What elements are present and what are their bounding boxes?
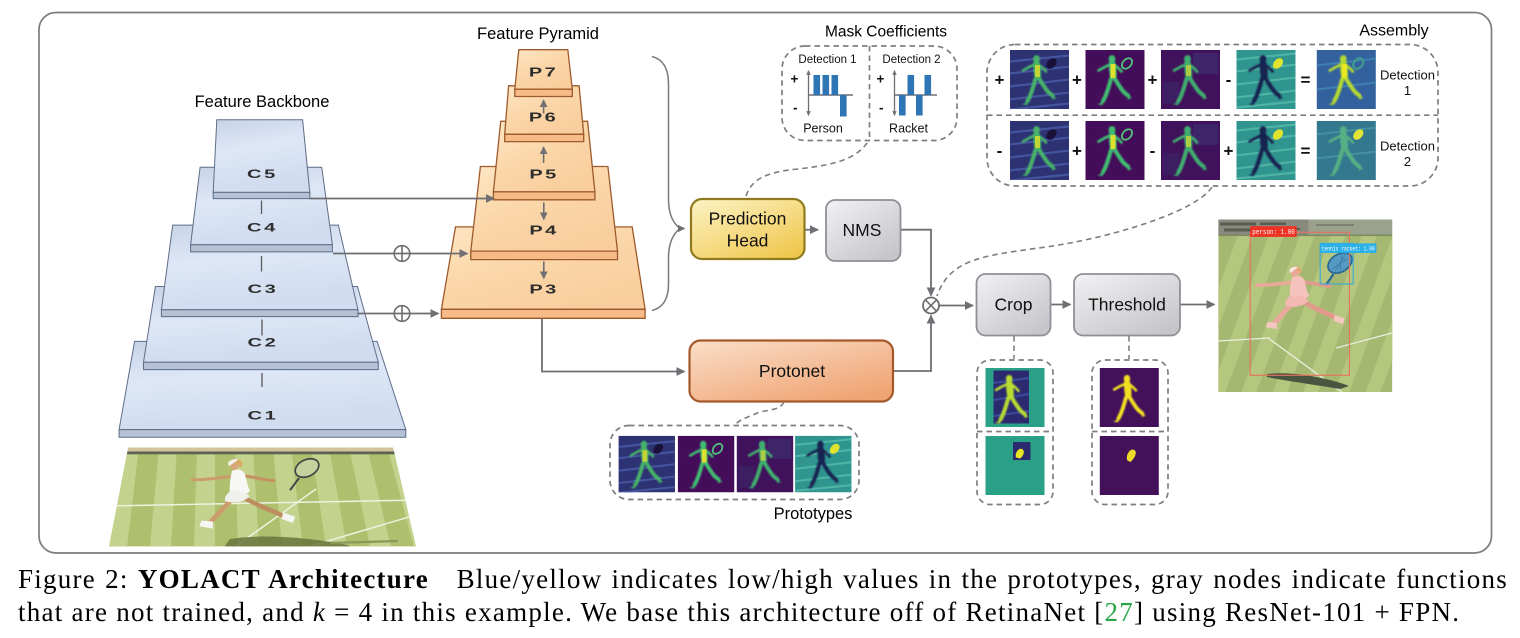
- svg-text:+: +: [1224, 142, 1234, 161]
- svg-text:+: +: [877, 72, 885, 87]
- svg-text:Prediction: Prediction: [709, 209, 787, 229]
- svg-text:+: +: [791, 72, 799, 87]
- svg-text:+: +: [1072, 71, 1082, 90]
- svg-text:Protonet: Protonet: [759, 361, 825, 381]
- svg-text:Detection: Detection: [1380, 139, 1435, 154]
- svg-text:Crop: Crop: [995, 295, 1033, 315]
- svg-text:-: -: [793, 101, 798, 116]
- svg-text:Feature Pyramid: Feature Pyramid: [477, 25, 599, 43]
- svg-text:Person: Person: [803, 122, 843, 136]
- svg-text:Feature Backbone: Feature Backbone: [195, 93, 330, 111]
- svg-text:C2: C2: [248, 337, 279, 350]
- svg-text:P7: P7: [529, 65, 558, 79]
- svg-text:Racket: Racket: [889, 122, 928, 136]
- svg-text:Assembly: Assembly: [1359, 23, 1428, 40]
- svg-text:1: 1: [1404, 83, 1411, 98]
- svg-text:C4: C4: [247, 222, 278, 235]
- svg-text:=: =: [1301, 71, 1311, 90]
- svg-text:P4: P4: [529, 223, 558, 237]
- svg-text:-: -: [997, 142, 1003, 161]
- svg-text:P6: P6: [529, 110, 558, 124]
- svg-text:P5: P5: [529, 167, 558, 181]
- svg-text:+: +: [1148, 71, 1158, 90]
- svg-text:=: =: [1301, 142, 1311, 161]
- svg-text:C5: C5: [247, 168, 278, 181]
- svg-text:-: -: [879, 101, 884, 116]
- svg-text:NMS: NMS: [843, 220, 882, 240]
- svg-text:tennis racket: 1.00: tennis racket: 1.00: [1322, 246, 1375, 254]
- svg-text:Threshold: Threshold: [1088, 295, 1166, 315]
- svg-text:P3: P3: [529, 282, 558, 296]
- svg-text:2: 2: [1404, 154, 1411, 169]
- svg-text:Prototypes: Prototypes: [774, 505, 853, 523]
- svg-text:-: -: [1150, 142, 1156, 161]
- svg-text:Head: Head: [727, 231, 769, 251]
- svg-text:-: -: [1226, 71, 1232, 90]
- svg-text:Detection 1: Detection 1: [798, 54, 856, 66]
- svg-text:Detection 2: Detection 2: [882, 54, 940, 66]
- svg-text:C1: C1: [248, 410, 279, 423]
- svg-text:+: +: [995, 71, 1005, 90]
- svg-text:+: +: [1072, 142, 1082, 161]
- svg-text:Mask Coefficients: Mask Coefficients: [825, 24, 947, 41]
- svg-text:C3: C3: [248, 283, 279, 296]
- svg-text:Detection: Detection: [1380, 68, 1435, 83]
- svg-text:person: 1.00: person: 1.00: [1252, 229, 1295, 237]
